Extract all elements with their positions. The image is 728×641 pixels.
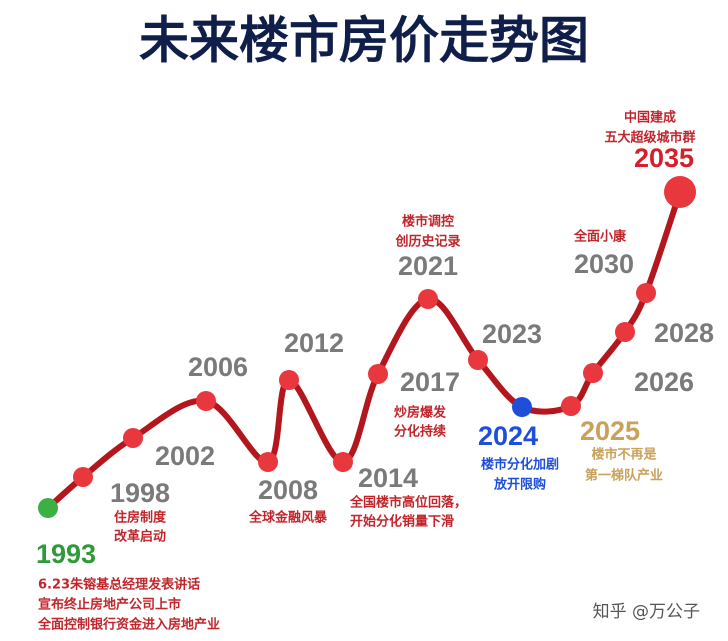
node-point [583,363,603,383]
node-point [636,283,656,303]
node-note: 五大超级城市群 [604,130,695,146]
node-note: 改革启动 [114,529,166,545]
node-note: 分化持续 [394,424,446,440]
node-note: 创历史记录 [394,234,460,250]
node-note: 宣布终止房地产公司上市 [38,597,181,613]
year-label: 1998 [110,478,170,508]
node-note: 楼市调控 [402,214,454,230]
year-label: 2021 [398,251,458,281]
year-label: 2023 [482,319,542,349]
node-point [38,498,58,518]
year-label: 2006 [188,352,248,382]
year-label: 2028 [654,318,714,348]
node-point [512,397,532,417]
node-note: 炒房爆发 [394,405,447,421]
year-label: 2017 [400,367,460,397]
node-point [196,391,216,411]
year-label: 1993 [36,539,96,569]
node-note: 全面小康 [573,229,627,245]
node-note: 6.23朱镕基总经理发表讲话 [38,577,200,593]
node-point [615,322,635,342]
node-note: 楼市分化加剧 [481,457,559,473]
node-point [123,428,143,448]
node-note: 全面控制银行资金进入房地产业 [37,617,220,633]
year-label: 2012 [284,328,344,358]
year-label: 2035 [634,143,694,173]
node-note: 全国楼市高位回落， [349,495,467,511]
node-note: 中国建成 [624,110,676,126]
node-point [279,370,299,390]
node-point [258,452,278,472]
node-point [73,467,93,487]
year-label: 2014 [358,463,418,493]
year-label: 2025 [580,416,640,446]
node-note: 放开限购 [493,477,546,493]
year-label: 2030 [574,249,634,279]
node-note: 开始分化销量下滑 [350,514,454,530]
node-point [333,452,353,472]
year-label: 2008 [258,475,318,505]
node-point [418,289,438,309]
node-note: 全球金融风暴 [248,510,328,526]
watermark: 知乎 @万公子 [593,602,700,622]
title: 未来楼市房价走势图 [139,12,589,70]
node-note: 住房制度 [114,510,167,526]
node-point [664,176,696,208]
node-note: 楼市不再是 [591,447,657,463]
node-point [468,350,488,370]
node-point [561,396,581,416]
year-label: 2002 [155,441,215,471]
year-label: 2024 [478,421,538,451]
node-note: 第一梯队产业 [585,468,663,484]
year-label: 2026 [634,367,694,397]
node-point [368,364,388,384]
